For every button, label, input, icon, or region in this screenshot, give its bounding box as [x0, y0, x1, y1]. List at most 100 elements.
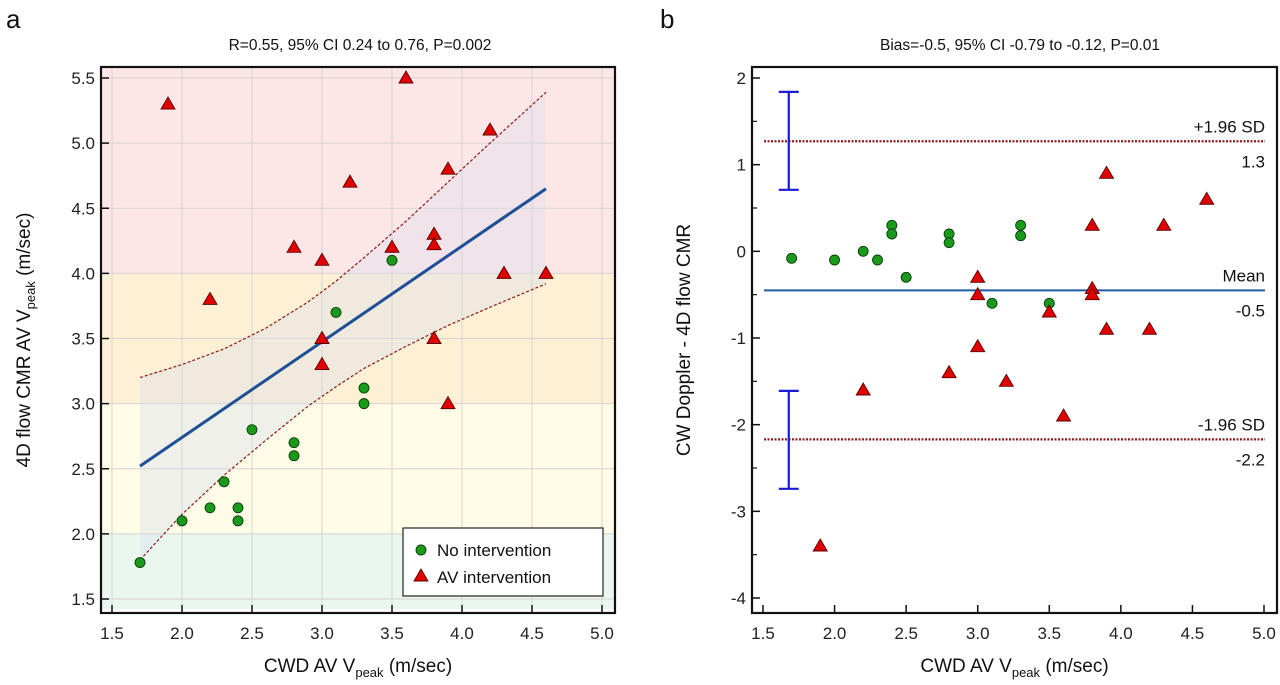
y-axis-label: CW Doppler - 4D flow CMR — [674, 224, 695, 456]
data-point-no-intervention — [872, 254, 883, 266]
ci-errorbar — [778, 389, 799, 490]
data-point-av-intervention — [314, 252, 330, 266]
x-tick-label: 2.0 — [823, 624, 847, 643]
data-point-no-intervention — [232, 502, 244, 514]
x-tick-label: 4.5 — [1181, 624, 1205, 643]
data-point-av-intervention — [538, 265, 554, 279]
x-tick-label: 3.0 — [966, 624, 990, 643]
y-tick-label: 2 — [737, 69, 746, 88]
data-point-no-intervention — [1015, 230, 1027, 242]
data-point-av-intervention — [314, 356, 330, 370]
x-tick-label: 3.5 — [380, 624, 404, 643]
data-point-no-intervention — [134, 557, 146, 568]
y-tick-label: 2.5 — [71, 460, 95, 479]
plot-area — [101, 67, 615, 613]
y-tick-label: -1 — [731, 329, 746, 348]
x-tick-label: 3.5 — [1037, 624, 1061, 643]
data-point-av-intervention — [1084, 217, 1101, 231]
data-point-no-intervention — [829, 254, 841, 266]
data-point-av-intervention — [496, 265, 512, 279]
ci-errorbar — [778, 90, 799, 191]
x-tick-label: 3.0 — [310, 624, 334, 643]
data-point-av-intervention — [440, 395, 456, 410]
y-tick-label: -2 — [731, 416, 746, 435]
x-tick-label: 4.5 — [520, 624, 544, 643]
data-point-av-intervention — [384, 239, 400, 253]
y-axis-label-main: CW Doppler - 4D flow CMR — [674, 224, 695, 456]
x-axis-label-suffix: (m/sec) — [1040, 656, 1109, 677]
plot-frame — [99, 65, 617, 615]
reference-line-value: -2.2 — [1236, 450, 1265, 469]
data-point-av-intervention — [1041, 304, 1058, 318]
data-point-no-intervention — [330, 307, 342, 318]
data-point-no-intervention — [986, 297, 998, 309]
x-axis-label-suffix: (m/sec) — [384, 656, 453, 677]
data-point-av-intervention — [969, 269, 986, 283]
series-av-intervention — [812, 165, 1215, 552]
legend-label-no-intervention: No intervention — [437, 541, 551, 560]
x-tick-label: 2.0 — [170, 624, 194, 643]
data-point-no-intervention — [786, 252, 798, 264]
data-point-no-intervention — [218, 476, 230, 488]
data-point-av-intervention — [482, 122, 498, 136]
x-tick-label: 1.5 — [100, 624, 124, 643]
y-tick-label: -4 — [731, 589, 746, 608]
legend-marker-triangle-icon — [413, 568, 429, 582]
x-axis-label: CWD AV Vpeak (m/sec) — [264, 656, 452, 680]
regression-line — [139, 187, 547, 468]
y-tick-label: 4.0 — [71, 264, 95, 283]
data-point-av-intervention — [286, 239, 302, 253]
data-point-av-intervention — [1055, 408, 1072, 422]
data-point-av-intervention — [998, 373, 1015, 387]
x-axis-label: CWD AV Vpeak (m/sec) — [920, 656, 1108, 680]
reference-line-name: -1.96 SD — [1198, 415, 1265, 434]
reference-line-value: -0.5 — [1236, 301, 1265, 320]
data-point-av-intervention — [969, 338, 986, 353]
legend-box — [402, 527, 604, 597]
data-point-no-intervention — [857, 245, 869, 257]
data-point-av-intervention — [1156, 217, 1172, 231]
x-tick-label: 5.0 — [1252, 624, 1276, 643]
data-point-no-intervention — [1015, 219, 1027, 231]
data-point-av-intervention — [342, 174, 358, 188]
data-point-av-intervention — [812, 538, 829, 552]
x-tick-label: 5.0 — [590, 624, 614, 643]
x-tick-label: 4.0 — [1109, 624, 1133, 643]
data-point-av-intervention — [160, 96, 176, 110]
data-point-av-intervention — [426, 330, 442, 344]
y-axis-label-suffix: (m/sec) — [14, 213, 35, 282]
data-point-no-intervention — [900, 271, 912, 283]
data-point-no-intervention — [232, 515, 244, 527]
y-axis-label-main: 4D flow CMR AV V — [14, 309, 35, 467]
data-point-av-intervention — [855, 382, 871, 396]
chart-panel-a: a R=0.55, 95% CI 0.24 to 0.76, P=0.002 1.5… — [6, 4, 617, 680]
chart-title: R=0.55, 95% CI 0.24 to 0.76, P=0.002 — [229, 37, 492, 54]
panel-letter: b — [660, 4, 674, 34]
data-point-no-intervention — [358, 398, 370, 410]
chart-title: Bias=-0.5, 95% CI -0.79 to -0.12, P=0.01 — [880, 37, 1160, 54]
reference-line-value: 1.3 — [1241, 152, 1265, 171]
y-tick-label: 5.5 — [71, 69, 95, 88]
data-point-no-intervention — [176, 515, 188, 527]
series-av-intervention — [160, 70, 554, 410]
legend: No intervention AV intervention — [402, 527, 604, 597]
data-point-no-intervention — [943, 237, 955, 249]
data-point-av-intervention — [969, 286, 986, 301]
x-axis-label-main: CWD AV V — [264, 656, 356, 677]
panel-letter: a — [6, 4, 21, 34]
y-tick-label: 1 — [737, 156, 746, 175]
y-tick-label: 3.0 — [71, 395, 95, 414]
data-point-av-intervention — [1098, 321, 1115, 335]
x-tick-label: 4.0 — [450, 624, 474, 643]
y-tick-label: 5.0 — [71, 134, 95, 153]
confidence-lower-curve — [139, 283, 547, 561]
data-point-av-intervention — [426, 236, 442, 251]
y-axis-label-sub: peak — [23, 281, 38, 310]
series-no-intervention — [786, 219, 1055, 309]
data-point-av-intervention — [202, 291, 218, 305]
data-point-no-intervention — [386, 254, 398, 266]
y-tick-label: 4.5 — [71, 199, 95, 218]
plot-frame — [750, 65, 1279, 615]
